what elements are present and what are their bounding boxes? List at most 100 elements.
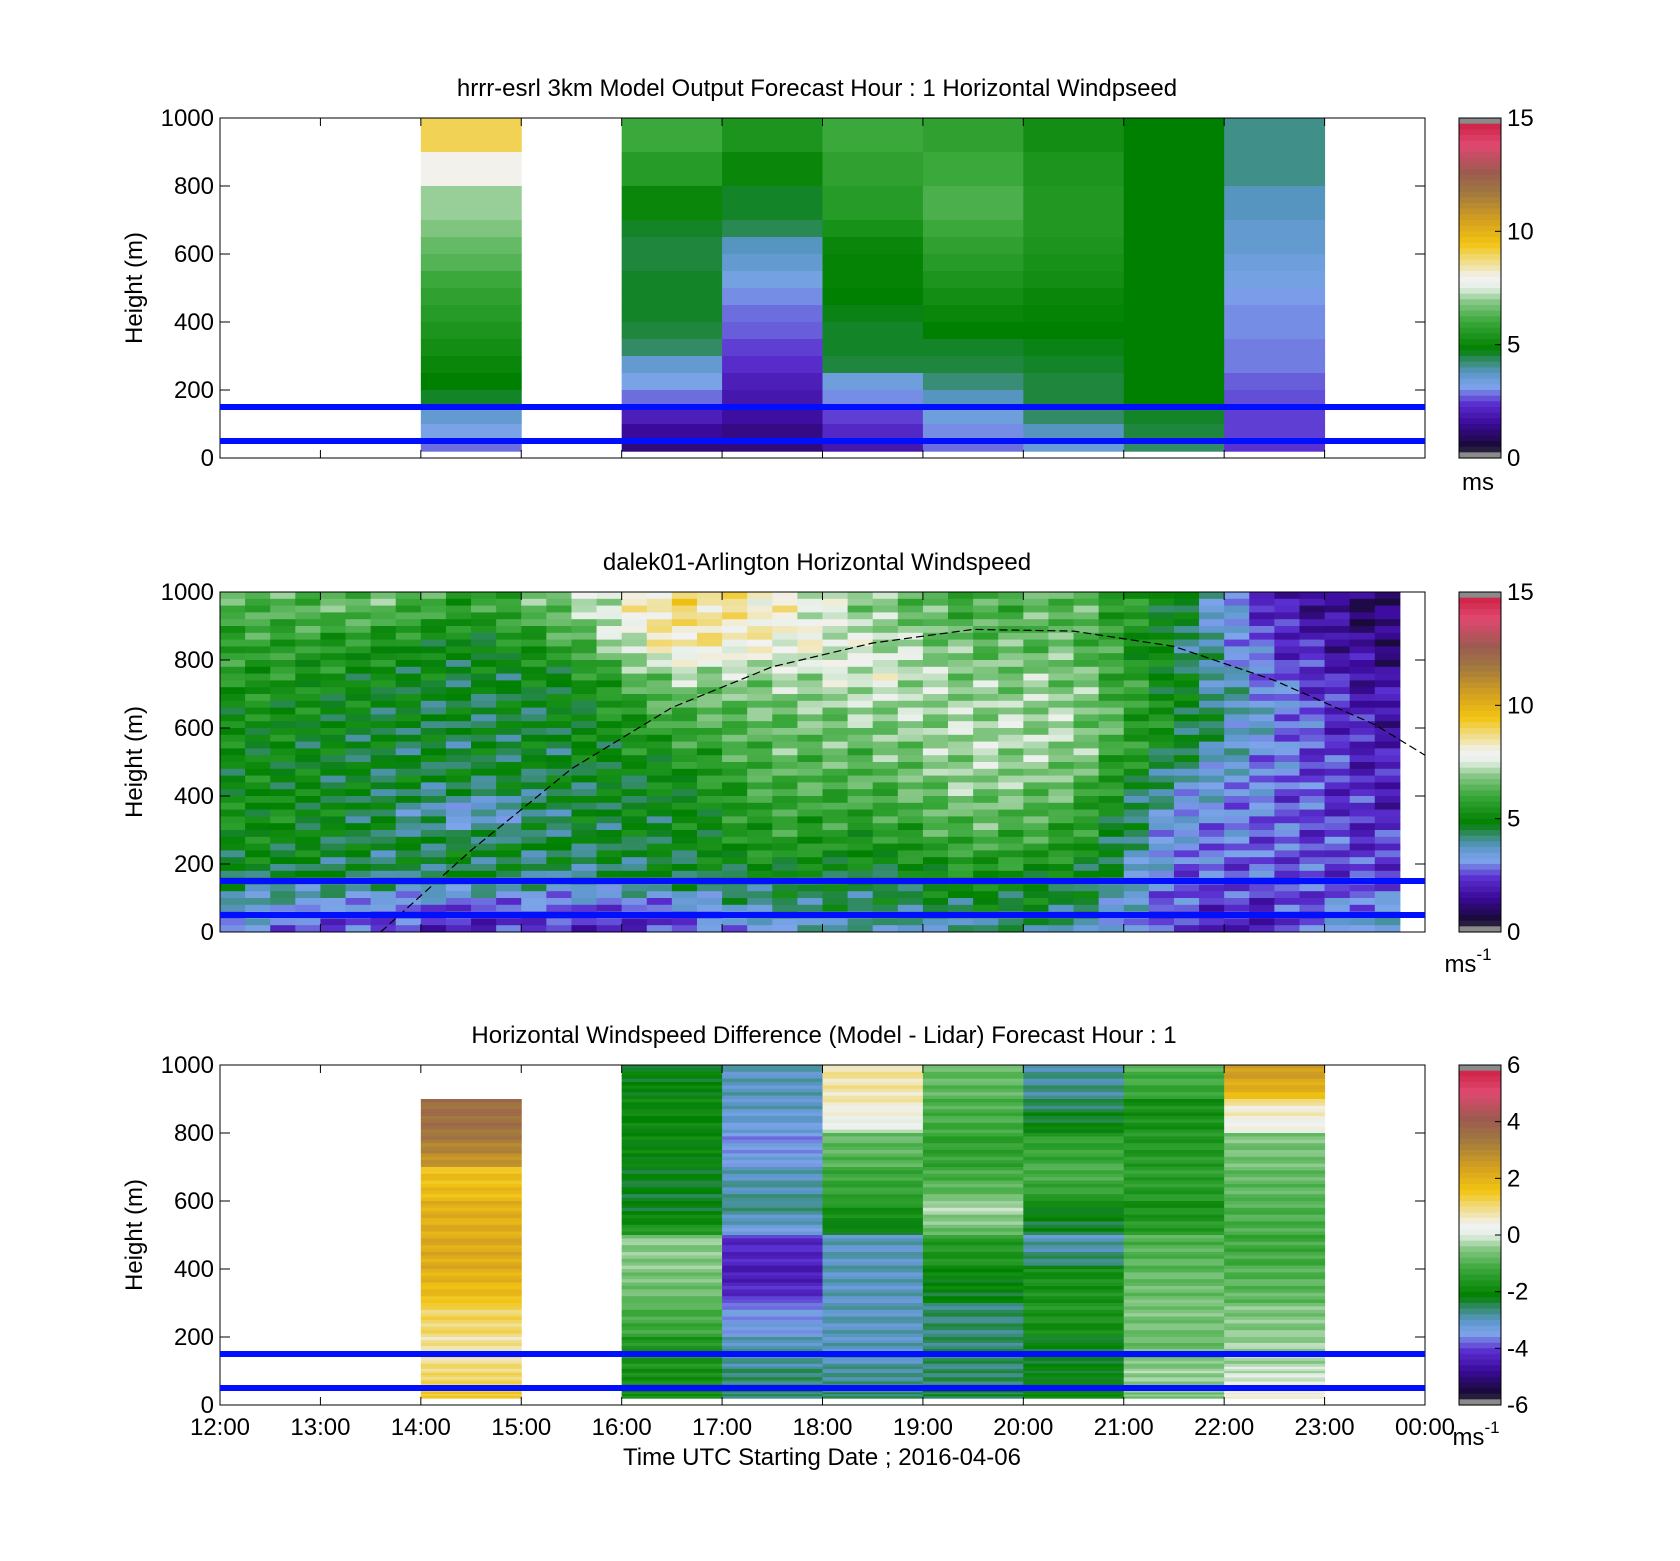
- lidar-cell: [295, 789, 321, 797]
- difference-cell: [420, 1363, 522, 1368]
- lidar-cell: [1249, 666, 1275, 675]
- lidar-cell: [1274, 741, 1300, 749]
- difference-cell: [1123, 1265, 1225, 1270]
- difference-cell: [822, 1153, 924, 1158]
- lidar-cell: [1299, 694, 1326, 702]
- lidar-cell: [1349, 789, 1376, 797]
- lidar-cell: [897, 898, 924, 906]
- lidar-cell: [471, 762, 497, 770]
- lidar-cell: [295, 700, 321, 709]
- difference-cell: [420, 1173, 522, 1178]
- lidar-cell: [646, 768, 673, 777]
- lidar-cell: [445, 816, 472, 824]
- lidar-cell: [722, 830, 748, 838]
- lidar-cell: [1274, 619, 1300, 627]
- difference-cell: [1224, 1292, 1326, 1297]
- difference-cell: [1123, 1377, 1225, 1380]
- difference-cell: [1123, 1078, 1225, 1083]
- lidar-cell: [1148, 884, 1175, 892]
- lidar-cell: [1123, 619, 1150, 627]
- lidar-cell: [245, 864, 271, 872]
- difference-cell: [922, 1116, 1024, 1120]
- lidar-cell: [1048, 870, 1075, 879]
- lidar-cell: [245, 741, 271, 749]
- difference-cell: [922, 1092, 1024, 1097]
- lidar-cell: [370, 728, 397, 736]
- lidar-cell: [847, 694, 874, 702]
- difference-cell: [621, 1357, 723, 1362]
- lidar-cell: [445, 673, 472, 681]
- lidar-cell: [948, 721, 974, 729]
- lidar-cell: [948, 843, 974, 851]
- difference-cell: [1023, 1371, 1125, 1374]
- lidar-cell: [1274, 612, 1300, 620]
- lidar-cell: [1324, 796, 1351, 804]
- lidar-cell: [722, 598, 748, 607]
- lidar-cell: [671, 755, 698, 763]
- model-cell: [822, 373, 924, 391]
- lidar-cell: [1274, 782, 1300, 790]
- lidar-cell: [1048, 925, 1075, 933]
- lidar-cell: [220, 789, 246, 797]
- difference-cell: [420, 1177, 522, 1182]
- lidar-cell: [320, 619, 347, 627]
- difference-cell: [1123, 1363, 1225, 1368]
- lidar-cell: [1349, 734, 1376, 743]
- lidar-cell: [772, 850, 798, 858]
- lidar-cell: [1173, 741, 1200, 749]
- colorbar-swatch: [1459, 920, 1501, 927]
- lidar-cell: [1324, 741, 1351, 749]
- lidar-cell: [596, 830, 623, 838]
- lidar-cell: [1249, 639, 1275, 647]
- difference-cell: [621, 1255, 723, 1260]
- lidar-cell: [596, 904, 623, 913]
- model-cell: [1123, 305, 1225, 323]
- difference-cell: [1123, 1357, 1225, 1362]
- lidar-cell: [973, 612, 999, 620]
- difference-cell: [420, 1272, 522, 1277]
- difference-cell: [922, 1316, 1024, 1321]
- difference-cell: [1123, 1197, 1225, 1202]
- lidar-cell: [345, 728, 372, 736]
- difference-cell: [1023, 1065, 1125, 1069]
- lidar-cell: [1173, 775, 1200, 783]
- lidar-cell: [1349, 823, 1376, 831]
- lidar-cell: [772, 734, 798, 743]
- lidar-cell: [897, 721, 924, 729]
- lidar-cell: [596, 653, 623, 661]
- lidar-cell: [295, 802, 321, 811]
- lidar-cell: [1073, 816, 1100, 824]
- lidar-cell: [320, 612, 347, 620]
- lidar-cell: [1199, 721, 1225, 729]
- lidar-cell: [320, 898, 347, 906]
- colorbar-swatch: [1459, 344, 1501, 351]
- lidar-cell: [1173, 707, 1200, 715]
- difference-cell: [420, 1146, 522, 1151]
- lidar-cell: [1249, 721, 1275, 729]
- difference-cell: [1023, 1394, 1125, 1396]
- colorbar-swatch: [1459, 180, 1501, 187]
- lidar-cell: [345, 796, 372, 804]
- lidar-cell: [822, 687, 849, 695]
- lidar-cell: [445, 646, 472, 654]
- difference-cell: [1023, 1248, 1125, 1253]
- lidar-cell: [1048, 626, 1075, 634]
- difference-cell: [1224, 1119, 1326, 1124]
- lidar-cell: [521, 898, 547, 906]
- lidar-cell: [320, 836, 347, 845]
- lidar-cell: [621, 925, 648, 933]
- lidar-cell: [420, 925, 447, 933]
- lidar-cell: [521, 592, 547, 600]
- difference-cell: [420, 1391, 522, 1393]
- difference-cell: [1023, 1265, 1125, 1270]
- lidar-cell: [722, 870, 748, 879]
- lidar-cell: [747, 728, 773, 736]
- difference-cell: [420, 1129, 522, 1134]
- lidar-cell: [822, 598, 849, 607]
- lidar-cell: [747, 762, 773, 770]
- difference-cell: [420, 1392, 522, 1394]
- lidar-cell: [420, 646, 447, 654]
- lidar-cell: [948, 700, 974, 709]
- lidar-cell: [646, 605, 673, 613]
- lidar-cell: [998, 653, 1024, 661]
